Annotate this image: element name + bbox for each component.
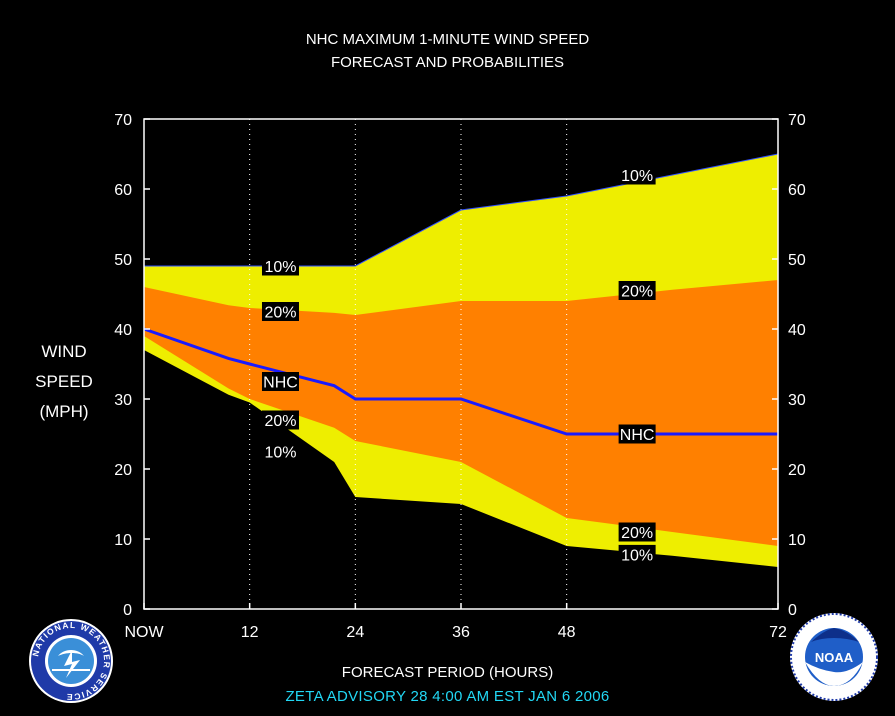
- series-label: 10%: [261, 442, 299, 462]
- series-label-text: 10%: [621, 168, 653, 185]
- tick-layer: 0 0 10 10 20 20 30 30 40 40 50 50 60 60 70 70 NOW 12 24 36 4…: [114, 112, 806, 641]
- y-tick-label-right: 70: [788, 112, 806, 129]
- y-tick-label-right: 0: [788, 602, 797, 619]
- y-axis-label-line: SPEED: [35, 372, 93, 391]
- y-axis-label-line: (MPH): [39, 402, 89, 421]
- y-axis-label: WIND SPEED (MPH): [22, 337, 106, 427]
- y-tick-label-right: 20: [788, 462, 806, 479]
- series-label-text: 10%: [264, 445, 296, 462]
- inner-probability-band: [144, 280, 778, 546]
- y-tick-label-right: 60: [788, 182, 806, 199]
- series-label: 20%: [261, 410, 299, 430]
- series-label-layer: 10% 20% NHC 20% 10% 10% 20% NHC 20% 10%: [261, 165, 656, 564]
- series-label-text: 20%: [621, 284, 653, 301]
- series-label: NHC: [618, 424, 656, 444]
- y-tick-label-left: 20: [114, 462, 132, 479]
- series-label-box: [618, 522, 656, 542]
- y-tick-label-left: 50: [114, 252, 132, 269]
- noaa-logo-text: NOAA: [815, 650, 854, 665]
- y-tick-label-left: 0: [123, 602, 132, 619]
- x-tick-label: 24: [346, 624, 364, 641]
- x-tick-label: 48: [558, 624, 576, 641]
- y-tick-label-left: 70: [114, 112, 132, 129]
- series-label-box: [618, 281, 656, 300]
- chart-title-line1: NHC MAXIMUM 1-MINUTE WIND SPEED: [305, 31, 590, 48]
- y-tick-label-left: 60: [114, 182, 132, 199]
- y-tick-label-right: 50: [788, 252, 806, 269]
- series-label: 10%: [261, 256, 299, 276]
- x-tick-label: 36: [452, 624, 470, 641]
- noaa-logo: NOAA: [790, 613, 878, 701]
- series-label-text: 10%: [264, 259, 296, 276]
- nws-logo: NATIONAL WEATHER SERVICE: [29, 619, 113, 703]
- series-label: NHC: [261, 372, 299, 392]
- y-axis-label-line: WIND: [41, 342, 87, 361]
- series-label-box: [618, 165, 656, 185]
- series-label-text: 20%: [264, 413, 296, 430]
- y-tick-label-right: 10: [788, 532, 806, 549]
- y-tick-label-left: 10: [114, 532, 132, 549]
- series-label: 20%: [261, 302, 299, 322]
- series-label-box: [261, 410, 299, 430]
- series-label: 20%: [618, 522, 656, 542]
- series-label-box: [618, 424, 656, 444]
- series-label-box: [261, 302, 299, 321]
- y-tick-label-right: 40: [788, 322, 806, 339]
- series-label: 10%: [618, 165, 656, 185]
- y-tick-label-left: 40: [114, 322, 132, 339]
- series-label-text: 20%: [264, 305, 296, 322]
- chart-title-line2: FORECAST AND PROBABILITIES: [330, 54, 565, 71]
- x-axis-label: FORECAST PERIOD (HOURS): [341, 664, 554, 681]
- series-label-text: NHC: [620, 427, 655, 444]
- y-tick-label-left: 30: [114, 392, 132, 409]
- x-tick-label: NOW: [124, 624, 164, 641]
- series-label-box: [261, 372, 299, 391]
- band-layer: [144, 154, 778, 567]
- series-label-box: [261, 256, 299, 276]
- series-label-text: 10%: [621, 547, 653, 564]
- series-label: 10%: [618, 544, 656, 564]
- advisory-footer: ZETA ADVISORY 28 4:00 AM EST JAN 6 2006: [285, 688, 610, 705]
- series-label-box: [261, 442, 299, 461]
- series-label-text: NHC: [263, 375, 298, 392]
- series-label: 20%: [618, 281, 656, 301]
- series-label-text: 20%: [621, 525, 653, 542]
- x-tick-label: 72: [769, 624, 787, 641]
- x-tick-label: 12: [241, 624, 259, 641]
- series-label-box: [618, 544, 656, 564]
- y-tick-label-right: 30: [788, 392, 806, 409]
